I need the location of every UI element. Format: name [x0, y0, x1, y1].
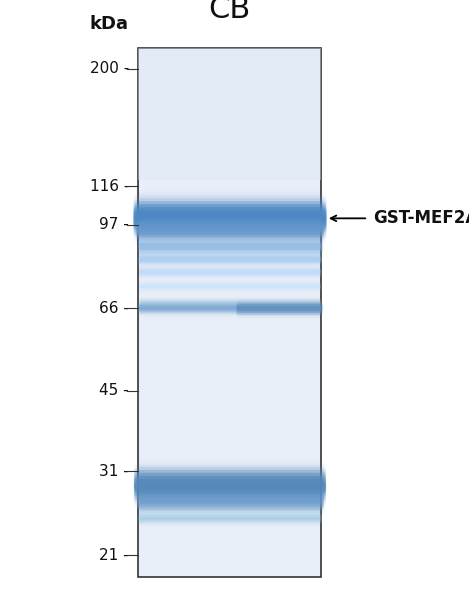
Text: 31 -: 31 - [99, 464, 129, 479]
Text: 66 -: 66 - [99, 300, 129, 316]
Text: 45 -: 45 - [99, 383, 129, 398]
Text: CB: CB [209, 0, 251, 24]
Text: kDa: kDa [90, 15, 129, 33]
Text: 21 -: 21 - [99, 548, 129, 563]
Bar [138, 48, 321, 180]
Text: 200 -: 200 - [90, 61, 129, 76]
Text: 116 -: 116 - [90, 178, 129, 194]
Bar [138, 48, 321, 577]
Text: 97 -: 97 - [99, 218, 129, 233]
Text: GST-MEF2A: GST-MEF2A [373, 209, 469, 227]
